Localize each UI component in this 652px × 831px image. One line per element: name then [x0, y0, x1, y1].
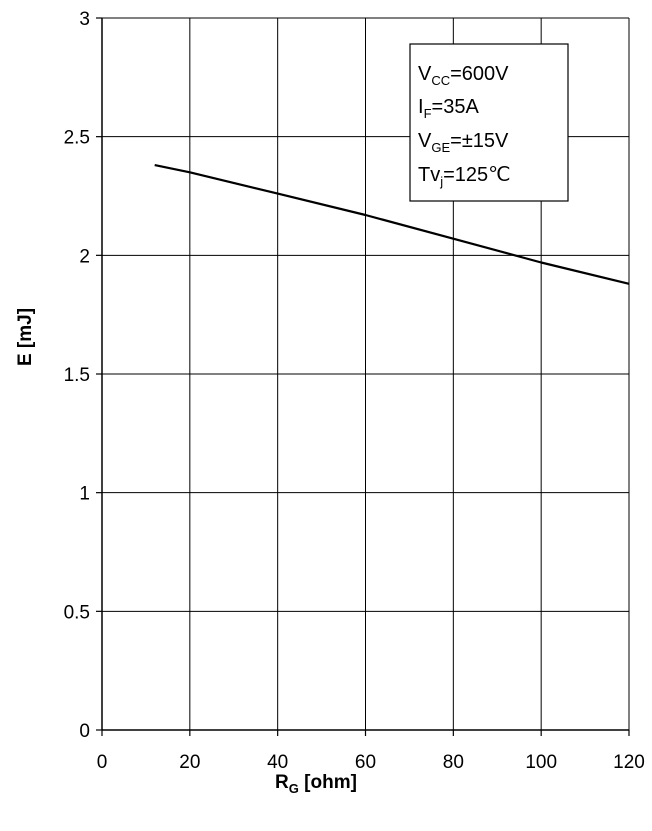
y-tick-label: 2	[79, 246, 90, 267]
tick-labels: 0 0.5 1 1.5 2 2.5 3 0 20 40 60 80 100 120	[64, 9, 645, 773]
conditions-box-frame	[409, 43, 569, 202]
x-tick-label: 20	[179, 752, 200, 773]
y-tick-label: 1	[79, 484, 90, 505]
x-tick-label: 80	[443, 752, 464, 773]
condition-vge: VGE=±15V	[418, 130, 509, 155]
x-tick-label: 60	[355, 752, 376, 773]
x-tick-label: 40	[267, 752, 288, 773]
condition-if: IF=35A	[418, 96, 479, 121]
y-tick-label: 1.5	[64, 365, 90, 386]
y-tick-label: 2.5	[64, 128, 90, 149]
x-tick-label: 100	[525, 752, 557, 773]
y-tick-label: 3	[79, 9, 90, 30]
x-tick-label: 120	[613, 752, 645, 773]
y-tick-label: 0	[79, 721, 90, 742]
condition-tvj: Tvj=125℃	[418, 164, 511, 189]
series-layer	[154, 164, 630, 285]
axes	[96, 17, 630, 736]
x-axis-label: RG [ohm]	[275, 772, 357, 796]
condition-vcc: VCC=600V	[418, 63, 509, 88]
series-line	[154, 164, 630, 285]
y-tick-label: 0.5	[64, 602, 90, 623]
y-axis-label: E [mJ]	[15, 308, 36, 366]
x-tick-label: 0	[97, 752, 108, 773]
conditions-box: VCC=600V IF=35A VGE=±15V Tvj=125℃	[409, 43, 569, 202]
